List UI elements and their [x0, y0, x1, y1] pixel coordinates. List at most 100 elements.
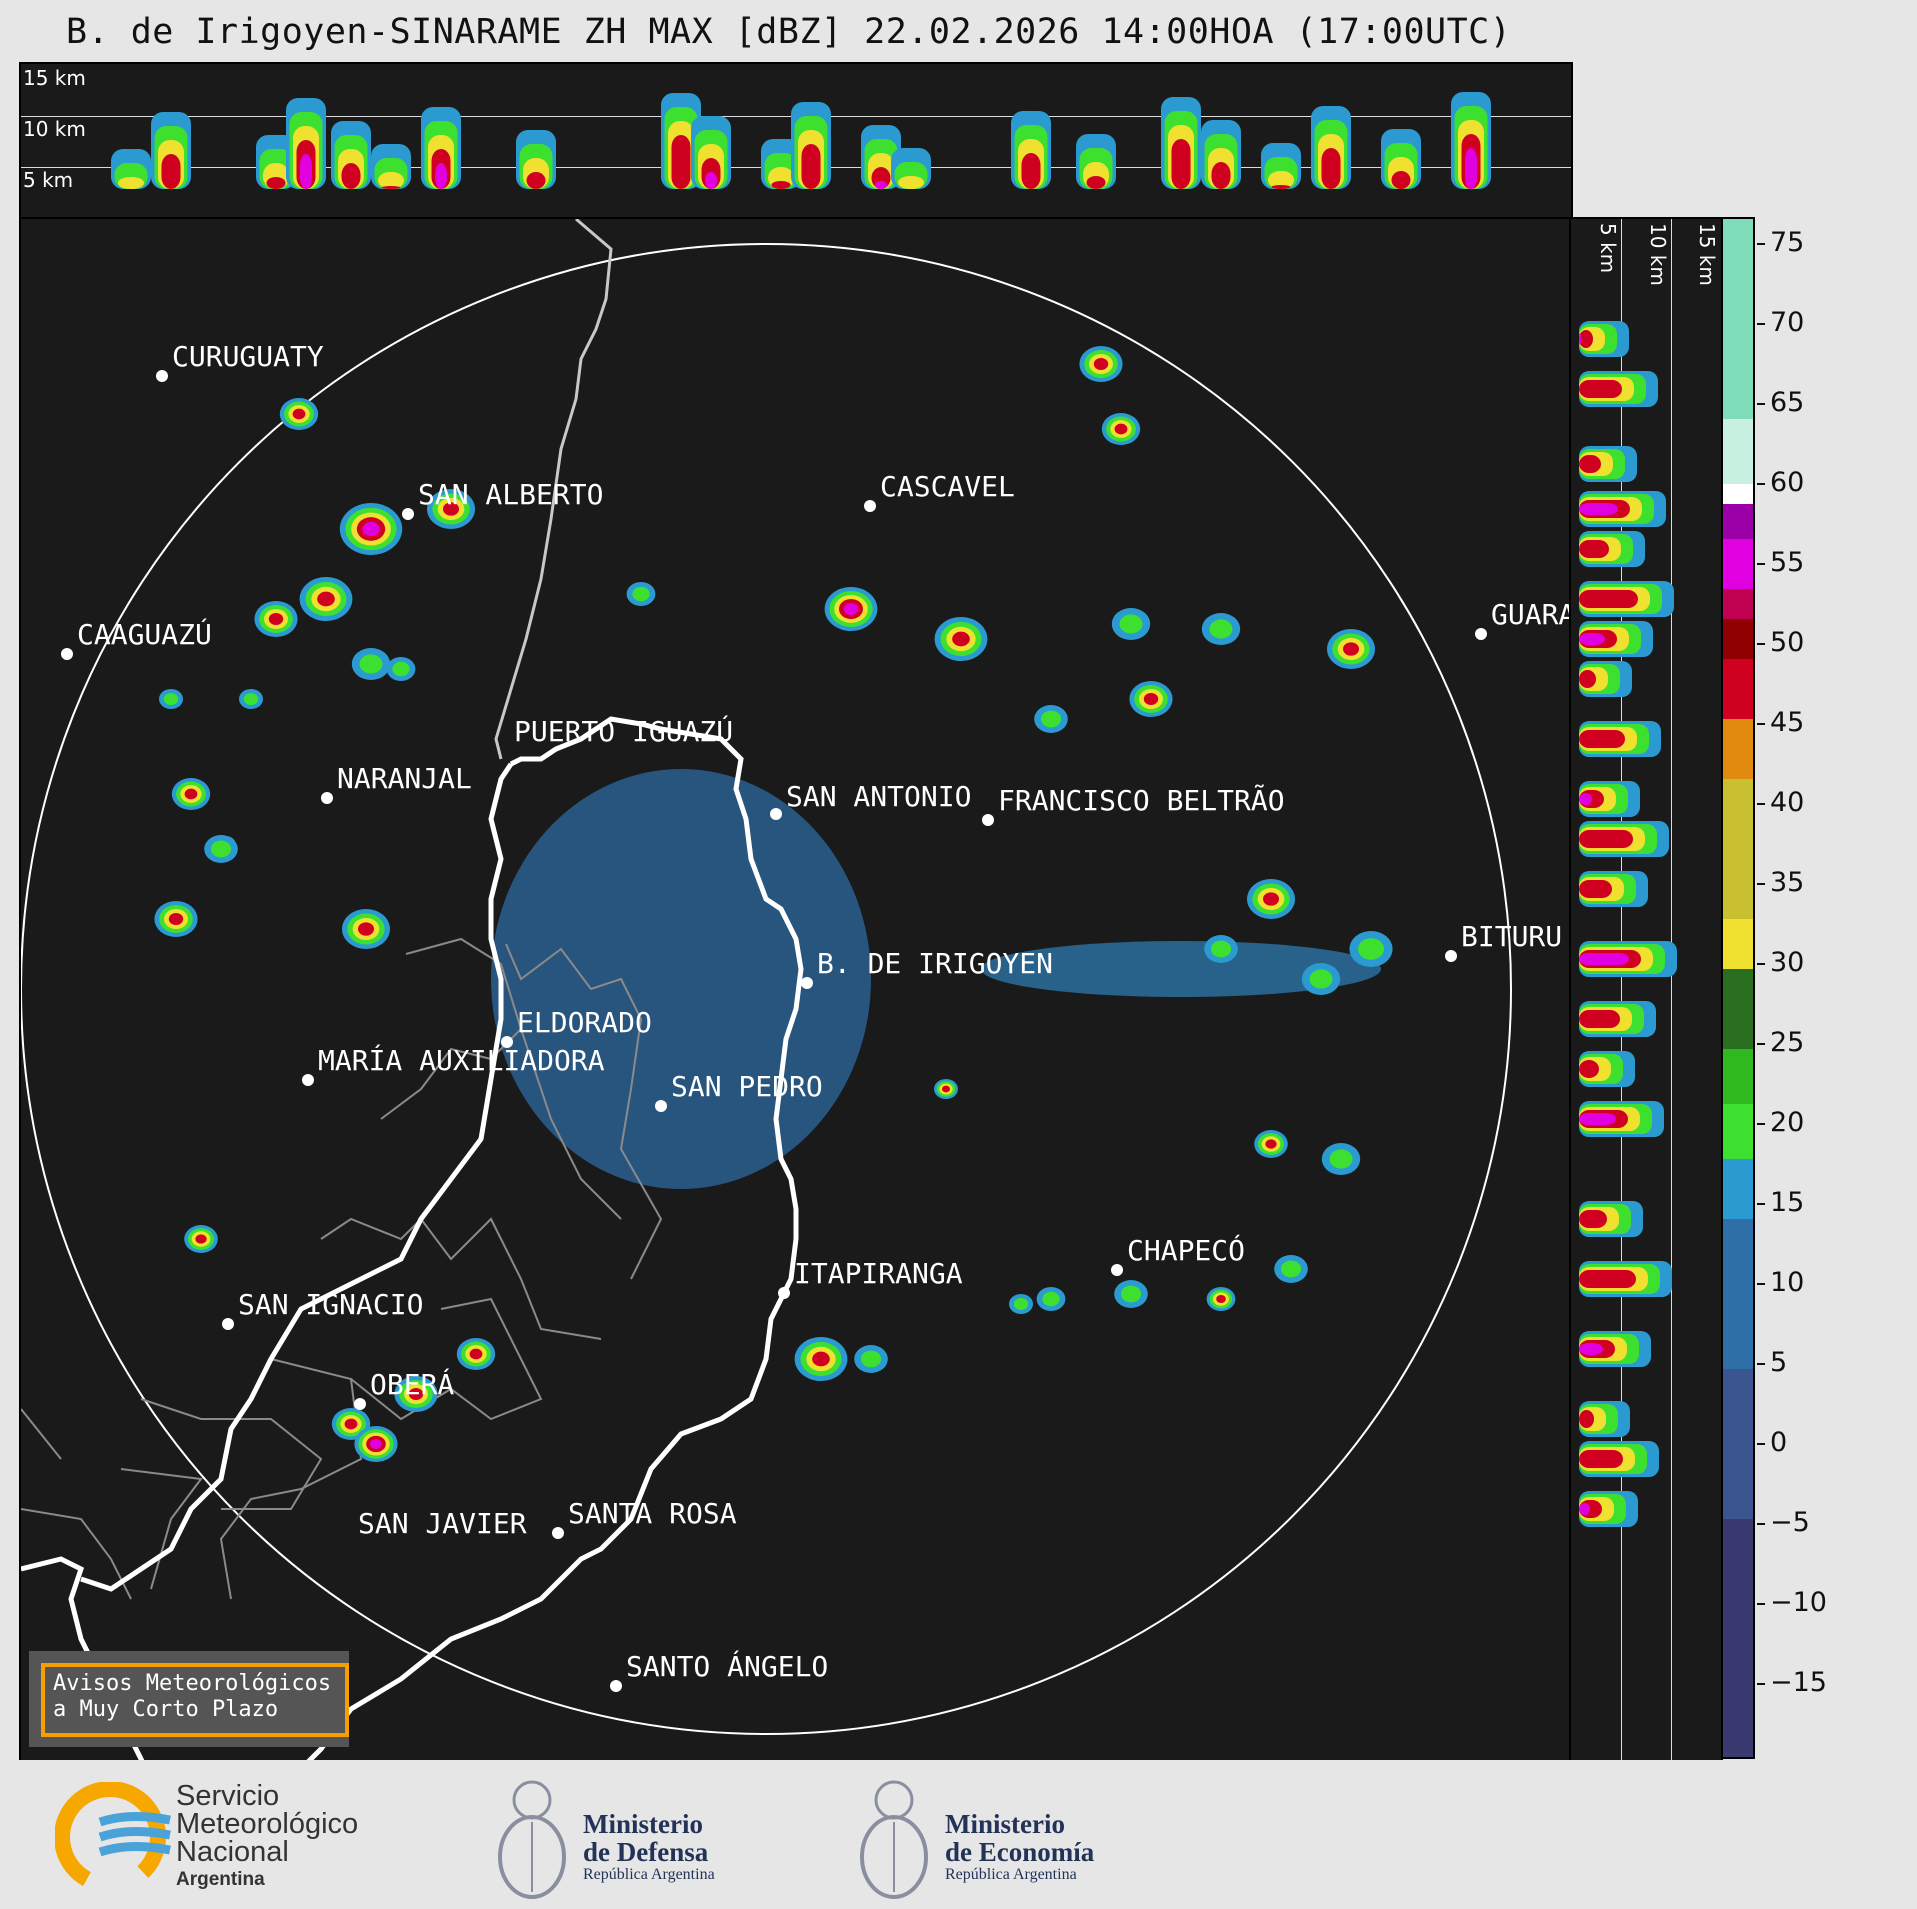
echo-cell [1119, 614, 1143, 634]
profile-echo [1579, 330, 1593, 348]
echo-cell [1120, 1285, 1142, 1303]
city-label: SANTA ROSA [568, 1497, 737, 1530]
profile-echo [875, 181, 887, 189]
profile-echo [1579, 1210, 1607, 1228]
profile-echo [118, 177, 144, 189]
profile-echo [1579, 1270, 1636, 1288]
international-border [494, 219, 613, 760]
warning-box-frame[interactable]: Avisos Meteorológicos a Muy Corto Plazo [41, 1663, 349, 1737]
colorbar-segment [1723, 504, 1753, 539]
city-marker [1445, 950, 1457, 962]
echo-cell [632, 586, 650, 602]
echo-cell [358, 922, 374, 936]
colorbar-tick-label: 60 [1770, 467, 1805, 498]
colorbar-tick [1757, 1043, 1765, 1045]
city-marker [982, 814, 994, 826]
echo-cell [243, 693, 259, 705]
colorbar-tick [1757, 1123, 1765, 1125]
profile-echo [1579, 1010, 1620, 1028]
profile-echo [1579, 1503, 1590, 1515]
map-layer: CURUGUATY SAN ALBERTO CASCAVEL CAAGUAZÚ GUAR… [21, 219, 1571, 1761]
colorbar-segment [1723, 659, 1753, 719]
profile-echo [1579, 670, 1596, 688]
economia-line-3: República Argentina [945, 1866, 1077, 1883]
defensa-text: Ministerio de Defensa República Argentin… [583, 1810, 715, 1884]
colorbar-tick-label: 70 [1770, 307, 1805, 338]
city-label: SAN IGNACIO [238, 1288, 423, 1321]
city-marker [302, 1074, 314, 1086]
colorbar-tick-label: 20 [1770, 1107, 1805, 1138]
profile-echo [1579, 1113, 1616, 1125]
defensa-line-1: Ministerio [583, 1809, 703, 1839]
side-vertical-profile: 5 km 10 km 15 km [1569, 217, 1723, 1763]
city-label: PUERTO IGUAZÚ [514, 714, 733, 748]
colorbar-segment [1723, 539, 1753, 589]
profile-echo [1579, 793, 1592, 805]
side-echo-layer [1579, 321, 1677, 1527]
echo-cell [1216, 1295, 1226, 1303]
echo-cell [362, 521, 380, 537]
profile-echo [1579, 540, 1609, 558]
colorbar-tick-label: 45 [1770, 707, 1805, 738]
smn-line-1: Servicio [176, 1780, 280, 1812]
colorbar-tick-label: 40 [1770, 787, 1805, 818]
colorbar-segment [1723, 779, 1753, 919]
echo-cell [163, 693, 179, 705]
echo-cell [469, 1348, 483, 1360]
profile-echo [671, 135, 691, 189]
echo-cell [370, 1439, 382, 1449]
profile-echo [381, 186, 401, 189]
colorbar-tick [1757, 883, 1765, 885]
colorbar-tick-label: 5 [1770, 1347, 1788, 1378]
city-label: SANTO ÁNGELO [626, 1649, 828, 1683]
radar-map[interactable]: CURUGUATY SAN ALBERTO CASCAVEL CAAGUAZÚ GUAR… [19, 217, 1573, 1763]
colorbar-tick [1757, 1603, 1765, 1605]
colorbar-tick-label: 0 [1770, 1427, 1788, 1458]
smn-line-3: Nacional [176, 1836, 289, 1868]
city-marker [552, 1527, 564, 1539]
radar-clutter [491, 769, 1381, 1189]
colorbar-tick-label: 50 [1770, 627, 1805, 658]
echo-cell [942, 1085, 950, 1093]
colorbar-tick-label: −15 [1770, 1667, 1827, 1698]
economia-coat-of-arms-icon [860, 1780, 928, 1899]
city-label: SAN ALBERTO [418, 478, 603, 511]
profile-echo [1579, 1450, 1623, 1468]
echo-cell [359, 654, 383, 674]
colorbar-tick-label: 65 [1770, 387, 1805, 418]
profile-echo [801, 144, 821, 189]
colorbar-segment [1723, 919, 1753, 969]
city-marker [501, 1036, 513, 1048]
city-label: SAN ANTONIO [786, 780, 971, 813]
colorbar-segment [1723, 419, 1753, 484]
colorbar-segment [1723, 1104, 1753, 1159]
profile-echo [1579, 503, 1618, 515]
colorbar-tick-label: −5 [1770, 1507, 1810, 1538]
profile-echo [1579, 633, 1605, 645]
city-marker [864, 500, 876, 512]
defensa-coat-of-arms-icon [498, 1780, 566, 1899]
colorbar-tick-label: −10 [1770, 1587, 1827, 1618]
profile-echo [341, 163, 361, 189]
profile-echo [266, 177, 286, 189]
profile-echo [161, 154, 181, 189]
colorbar-segment [1723, 1219, 1753, 1369]
economia-text: Ministerio de Economía República Argenti… [945, 1810, 1094, 1884]
echo-cell [210, 840, 232, 858]
colorbar-tick-label: 75 [1770, 227, 1805, 258]
alt-label-v-15km: 15 km [1695, 223, 1719, 286]
radar-echoes [154, 346, 1393, 1462]
warning-box[interactable]: Avisos Meteorológicos a Muy Corto Plazo [29, 1651, 349, 1747]
colorbar-segment [1723, 484, 1753, 504]
city-marker [354, 1398, 366, 1410]
colorbar-tick [1757, 1283, 1765, 1285]
echo-cell [408, 1388, 424, 1400]
echo-cell [1263, 892, 1279, 906]
echo-cell [952, 631, 970, 647]
smn-logo-text: Servicio Meteorológico Nacional Argentin… [176, 1782, 358, 1894]
alt-line-5km-v [1621, 219, 1622, 1761]
colorbar-tick [1757, 1523, 1765, 1525]
colorbar-tick [1757, 1443, 1765, 1445]
range-ring [21, 243, 1512, 1735]
profile-echo [1579, 1410, 1594, 1428]
